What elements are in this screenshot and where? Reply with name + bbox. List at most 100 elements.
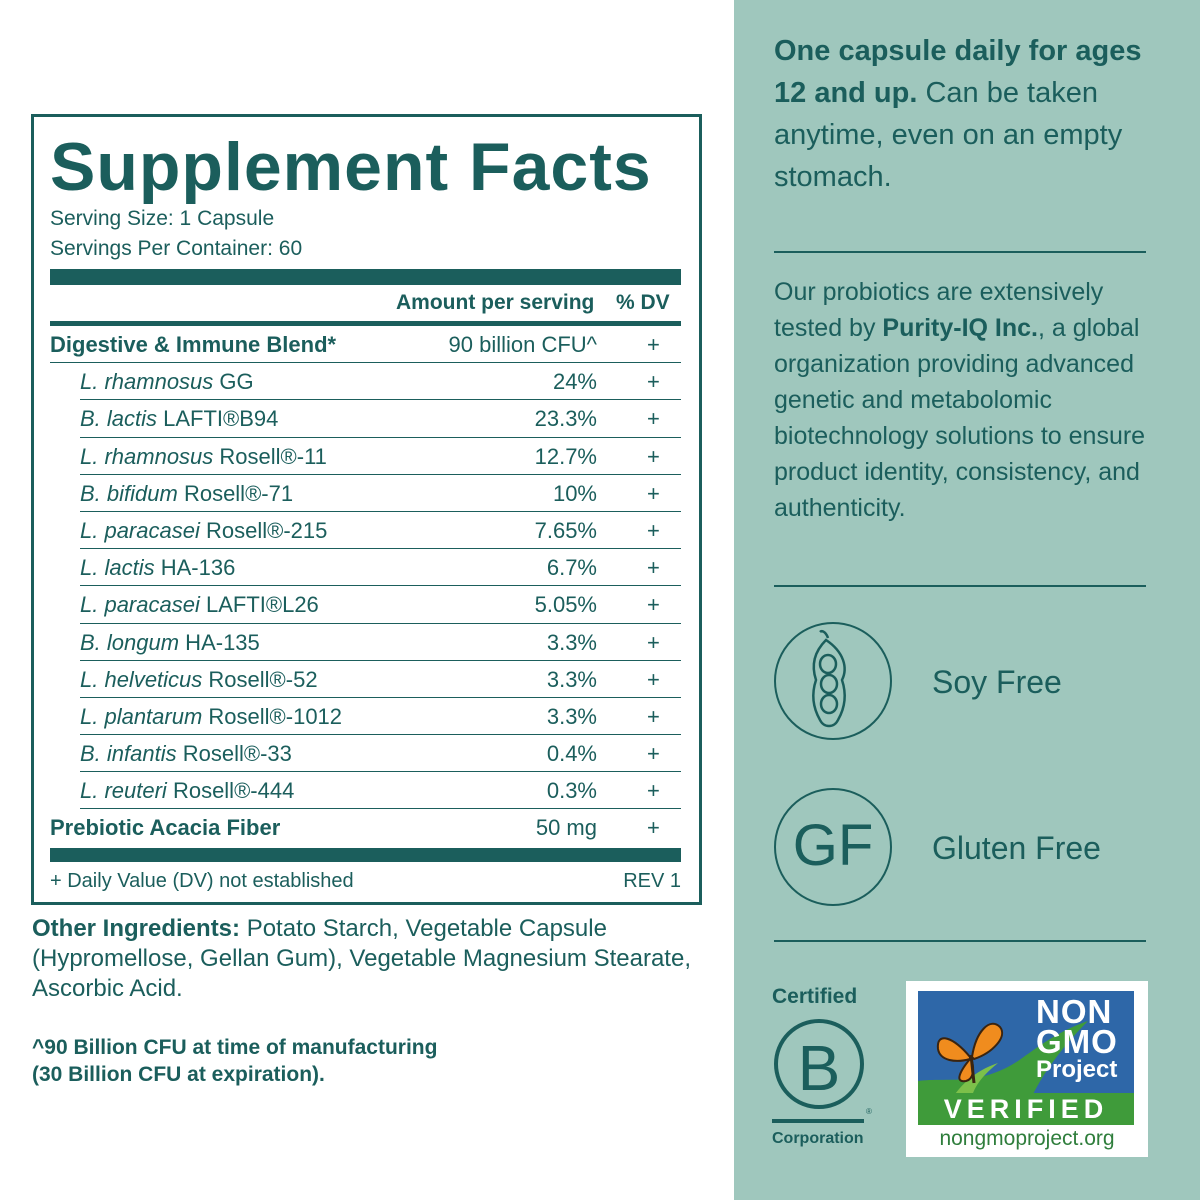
non-gmo-emblem: NON GMO Project — [918, 991, 1134, 1105]
ingredient-name: L. lactis HA-136 — [80, 555, 236, 581]
other-ingredients: Other Ingredients: Potato Starch, Vegeta… — [32, 914, 712, 1004]
purity-text: Our probiotics are extensively tested by… — [774, 278, 1146, 522]
ingredient-dv: + — [647, 778, 660, 804]
divider — [774, 940, 1146, 942]
b-corp-registered: ® — [866, 1107, 872, 1116]
ingredient-dv: + — [647, 443, 660, 469]
dosage-text: One capsule daily for ages 12 and up. Ca… — [774, 30, 1174, 198]
ingredient-name: B. bifidum Rosell®-71 — [80, 480, 294, 506]
ingredient-name: L. rhamnosus GG — [80, 369, 254, 395]
ingredient-name: Digestive & Immune Blend* — [50, 332, 337, 357]
table-row: B. infantis Rosell®-33 0.4% + — [80, 735, 681, 773]
butterfly-icon — [918, 1021, 1088, 1105]
other-ingredients-label: Other Ingredients: — [32, 915, 241, 942]
b-corp-logo: Certified B ® Corporation — [770, 985, 874, 1155]
dosage-bold: One capsule daily for ages 12 and up. — [774, 35, 1142, 109]
table-row: B. longum HA-135 3.3% + — [80, 624, 681, 661]
ingredient-amount: 3.3% — [546, 629, 597, 655]
header-divider-bar — [50, 321, 681, 326]
ingredient-amount: 10% — [552, 480, 597, 506]
ingredient-name: L. rhamnosus Rosell®-11 — [80, 443, 327, 469]
gluten-free-label: Gluten Free — [932, 830, 1101, 866]
ingredient-dv: + — [647, 703, 660, 729]
non-gmo-words: NON GMO Project — [1036, 993, 1118, 1083]
ingredient-dv: + — [647, 592, 660, 618]
soy-free-label: Soy Free — [932, 664, 1062, 700]
ingredient-amount: 6.7% — [546, 555, 597, 581]
table-row: L. paracasei Rosell®-215 7.65% + — [80, 512, 681, 550]
ingredient-dv: + — [647, 555, 660, 581]
ingredient-name: Prebiotic Acacia Fiber — [50, 815, 281, 841]
ingredient-dv: + — [647, 629, 660, 655]
cfu-footnote-line1: ^90 Billion CFU at time of manufacturing — [32, 1036, 438, 1059]
gluten-free-badge: GF — [774, 788, 892, 906]
purity-company: Purity-IQ Inc. — [882, 314, 1038, 342]
table-row: B. lactis LAFTI®B94 23.3% + — [80, 400, 681, 438]
supplement-facts-panel: Supplement Facts Serving Size: 1 Capsule… — [31, 114, 702, 905]
amount-column-header: Amount per serving — [396, 291, 595, 314]
serving-size: Serving Size: 1 Capsule — [50, 207, 275, 230]
ingredient-amount: 3.3% — [546, 666, 597, 692]
ingredient-dv: + — [647, 666, 660, 692]
non-gmo-logo: NON GMO Project VERIFIED nongmoproject.o… — [906, 981, 1148, 1157]
ingredient-name: L. reuteri Rosell®-444 — [80, 778, 295, 804]
dv-footnote: + Daily Value (DV) not established — [50, 870, 354, 892]
gf-symbol: GF — [792, 813, 874, 878]
soy-free-badge — [774, 622, 892, 740]
revision-label: REV 1 — [623, 870, 681, 892]
ingredient-amount: 0.4% — [546, 741, 597, 767]
divider — [774, 585, 1146, 587]
non-gmo-verified: VERIFIED — [918, 1093, 1134, 1125]
cfu-footnote: ^90 Billion CFU at time of manufacturing… — [32, 1034, 712, 1088]
ingredient-dv: + — [647, 480, 660, 506]
table-row: L. plantarum Rosell®-1012 3.3% + — [80, 698, 681, 736]
ingredient-dv: + — [647, 517, 660, 543]
ingredient-amount: 5.05% — [534, 592, 597, 618]
other-ingredients-text: Potato Starch, Vegetable Capsule (Hyprom… — [32, 915, 691, 1002]
ingredient-amount: 0.3% — [546, 778, 597, 804]
facts-bottom-bar — [50, 848, 681, 862]
table-row: L. rhamnosus GG 24% + — [80, 363, 681, 401]
ingredient-name: B. longum HA-135 — [80, 629, 260, 655]
b-corp-letter: B — [797, 1032, 841, 1104]
divider — [774, 251, 1146, 253]
soybean-icon — [812, 630, 846, 728]
servings-per-container: Servings Per Container: 60 — [50, 237, 303, 260]
ingredient-dv: + — [647, 406, 660, 432]
b-corp-line — [772, 1119, 864, 1123]
table-row: Digestive & Immune Blend* 90 billion CFU… — [50, 326, 681, 364]
b-corp-certified: Certified — [772, 985, 858, 1008]
ingredient-amount: 23.3% — [534, 406, 597, 432]
ingredient-amount: 3.3% — [546, 703, 597, 729]
table-row: L. reuteri Rosell®-444 0.3% + — [80, 772, 681, 810]
ingredient-amount: 7.65% — [534, 517, 597, 543]
left-column: Supplement Facts Serving Size: 1 Capsule… — [31, 114, 712, 1088]
table-row: L. paracasei LAFTI®L26 5.05% + — [80, 586, 681, 624]
ingredient-name: L. helveticus Rosell®-52 — [80, 666, 318, 692]
facts-title: Supplement Facts — [50, 129, 652, 205]
cfu-footnote-line2: (30 Billion CFU at expiration). — [32, 1063, 325, 1086]
table-row: L. lactis HA-136 6.7% + — [80, 549, 681, 587]
table-row: Prebiotic Acacia Fiber 50 mg + — [50, 809, 681, 846]
facts-divider-bar — [50, 269, 681, 285]
table-row: B. bifidum Rosell®-71 10% + — [80, 475, 681, 512]
ingredient-name: B. infantis Rosell®-33 — [80, 741, 292, 767]
ingredient-dv: + — [647, 815, 660, 841]
ingredient-table: Digestive & Immune Blend* 90 billion CFU… — [50, 326, 681, 847]
ingredient-dv: + — [647, 741, 660, 767]
ingredient-amount: 90 billion CFU^ — [448, 332, 598, 357]
non-gmo-url: nongmoproject.org — [939, 1127, 1115, 1150]
ingredient-amount: 12.7% — [534, 443, 597, 469]
ingredient-amount: 24% — [552, 369, 597, 395]
dosage-rest: Can be taken anytime, even on an empty s… — [774, 77, 1123, 193]
ingredient-name: L. paracasei Rosell®-215 — [80, 517, 328, 543]
ingredient-amount: 50 mg — [535, 815, 597, 841]
ingredient-name: L. paracasei LAFTI®L26 — [80, 592, 319, 618]
ingredient-dv: + — [647, 332, 660, 357]
b-corp-corporation: Corporation — [772, 1130, 864, 1147]
b-corp-circle: B — [774, 1019, 864, 1109]
ingredient-name: L. plantarum Rosell®-1012 — [80, 703, 343, 729]
ingredient-name: B. lactis LAFTI®B94 — [80, 406, 279, 432]
ingredient-dv: + — [647, 369, 660, 395]
dv-column-header: % DV — [616, 291, 670, 314]
